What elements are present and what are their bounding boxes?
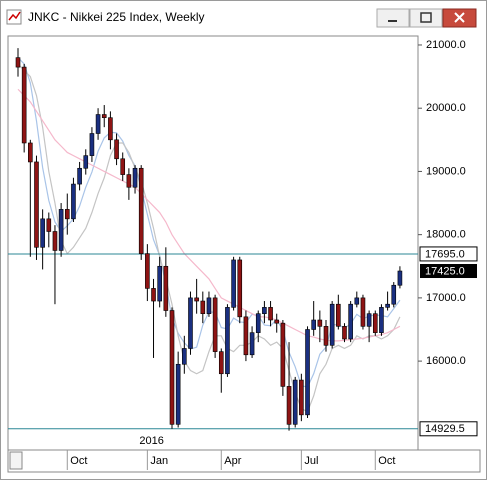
candle-body	[255, 313, 261, 333]
candle-body	[385, 303, 390, 308]
level-label: 17695.0	[425, 248, 465, 260]
candle-body	[323, 326, 329, 346]
candle-body	[145, 253, 150, 289]
last-price-label: 17425.0	[425, 265, 465, 277]
minimize-button[interactable]	[376, 8, 410, 28]
candle-body	[101, 114, 107, 118]
candle-body	[34, 161, 39, 248]
candle-body	[397, 270, 403, 286]
candle-body	[342, 326, 347, 340]
candle-body	[89, 133, 95, 156]
candle-body	[120, 158, 126, 175]
level-label: 14929.5	[425, 423, 465, 435]
candle-body	[305, 329, 310, 416]
candle-body	[15, 57, 21, 68]
candle-body	[132, 167, 138, 188]
candle-body	[71, 183, 76, 220]
candle-body	[157, 265, 162, 302]
app-icon	[6, 9, 22, 25]
candle-body	[280, 322, 286, 387]
candle-body	[83, 155, 89, 169]
candle-body	[286, 386, 292, 425]
candle-body	[372, 313, 378, 333]
y-tick-label: 17000.0	[426, 292, 466, 304]
candle-body	[360, 297, 366, 327]
candle-body	[311, 319, 316, 330]
candle-body	[348, 303, 353, 340]
x-tick-label: Oct	[378, 455, 395, 467]
candle-body	[218, 351, 224, 375]
y-tick-label: 19000.0	[426, 165, 466, 177]
x-tick-label: Oct	[70, 455, 87, 467]
close-button[interactable]	[442, 8, 477, 28]
time-axis	[7, 449, 481, 473]
candle-body	[206, 297, 212, 314]
y-tick-label: 16000.0	[426, 355, 466, 367]
candle-body	[268, 307, 273, 321]
candle-body	[274, 319, 280, 324]
candle-body	[336, 303, 341, 327]
candle-body	[21, 66, 27, 144]
candle-body	[231, 259, 236, 308]
candle-body	[391, 284, 397, 305]
marks: 16000.0 17000.0 18000.0 19000.0 20000.0 21000…	[8, 39, 478, 470]
x-tick-label: Jan	[150, 455, 168, 467]
candle-body	[40, 218, 45, 248]
candle-body	[299, 379, 304, 416]
candle-body	[237, 259, 243, 318]
candle-body	[243, 316, 249, 356]
candle-body	[95, 114, 101, 134]
candle-body	[354, 297, 360, 305]
candle-body	[292, 379, 298, 425]
candle-body	[58, 209, 64, 251]
candle-body	[249, 332, 255, 356]
candle-body	[379, 307, 384, 333]
candle-body	[225, 307, 230, 375]
candle-body	[188, 297, 193, 349]
candle-body	[366, 313, 372, 327]
candle-body	[194, 297, 199, 302]
plot-area	[7, 35, 419, 451]
year-label: 2016	[139, 435, 163, 447]
candle-body	[200, 300, 206, 314]
overlay-line	[17, 63, 401, 413]
candle-body	[212, 297, 218, 352]
candle-body	[64, 209, 70, 220]
candle-body	[182, 348, 187, 365]
candle-body	[317, 319, 323, 327]
candle-body	[52, 231, 58, 251]
candle-body	[175, 363, 181, 425]
y-tick-label: 18000.0	[426, 229, 466, 241]
overlay-line	[17, 88, 401, 342]
candle-body	[151, 288, 156, 302]
x-tick-label: Apr	[224, 455, 241, 467]
x-tick-label: Jul	[304, 455, 318, 467]
maximize-button[interactable]	[409, 8, 443, 28]
candle-body	[77, 167, 82, 185]
candle-body	[126, 174, 132, 188]
last-price-box	[420, 264, 477, 279]
y-tick-label: 21000.0	[426, 39, 466, 51]
scroll-handle[interactable]	[9, 451, 23, 470]
candle-body	[163, 265, 169, 311]
candle-body	[262, 307, 267, 314]
candle-body	[138, 167, 144, 254]
candle-body	[46, 218, 52, 232]
candle-body	[28, 142, 33, 163]
y-tick-label: 20000.0	[426, 102, 466, 114]
candle-body	[169, 310, 175, 425]
candle-body	[108, 117, 113, 141]
level-label-box	[419, 246, 478, 262]
candle-body	[114, 139, 119, 160]
candle-body	[329, 303, 335, 346]
window-title: JNKC - Nikkei 225 Index, Weekly	[28, 10, 205, 24]
level-label-box	[419, 421, 478, 437]
